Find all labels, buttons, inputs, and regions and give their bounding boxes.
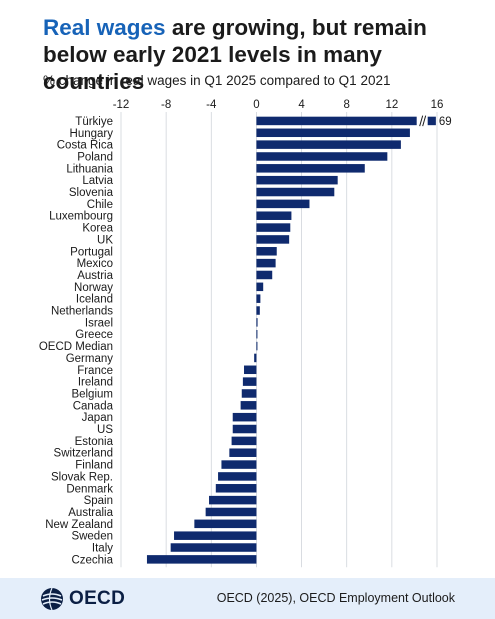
bar xyxy=(221,460,257,469)
category-label: Iceland xyxy=(76,294,113,306)
category-label: Italy xyxy=(92,543,113,555)
oecd-globe-icon xyxy=(41,587,63,611)
bar xyxy=(256,116,417,126)
x-tick-label: -4 xyxy=(206,99,217,111)
bar xyxy=(232,412,257,422)
category-label: France xyxy=(77,365,113,377)
category-label: Slovenia xyxy=(69,187,114,199)
bar xyxy=(241,389,257,398)
category-label: Japan xyxy=(82,412,113,424)
data-label: 69 xyxy=(439,116,452,128)
x-tick-label: 4 xyxy=(298,99,305,111)
category-label: Switzerland xyxy=(54,448,113,460)
bar xyxy=(209,495,257,505)
category-label: Israel xyxy=(85,317,113,329)
bar xyxy=(205,507,257,517)
bar xyxy=(256,128,410,138)
bar xyxy=(218,472,257,481)
x-tick-label: -8 xyxy=(161,99,171,111)
bar xyxy=(256,199,310,209)
category-label: OECD Median xyxy=(39,341,113,353)
category-label: Greece xyxy=(75,329,113,341)
category-label: Germany xyxy=(66,353,114,365)
bar xyxy=(244,365,257,375)
category-label: Spain xyxy=(84,495,113,507)
bar xyxy=(256,270,273,280)
axis-break-mark xyxy=(422,115,427,127)
bar xyxy=(427,116,436,126)
bar xyxy=(256,294,261,303)
category-label: Mexico xyxy=(77,258,113,270)
x-tick-label: 12 xyxy=(385,99,398,111)
bar xyxy=(232,424,257,434)
chart-title: Real wages are growing, but remain below… xyxy=(43,14,483,95)
category-label: Ireland xyxy=(78,377,113,389)
bar xyxy=(256,329,258,339)
category-label: Chile xyxy=(87,199,113,211)
category-label: Lithuania xyxy=(66,163,113,175)
bar xyxy=(256,164,365,173)
category-label: Netherlands xyxy=(51,306,113,318)
category-label: Czechia xyxy=(71,554,113,566)
category-label: Finland xyxy=(75,460,113,472)
bar xyxy=(242,377,257,386)
category-label: Türkiye xyxy=(75,116,113,128)
axis-break-mark xyxy=(419,115,424,127)
category-label: Korea xyxy=(82,223,113,235)
category-label: Portugal xyxy=(70,246,113,258)
logo-text: OECD xyxy=(69,588,126,609)
category-label: Denmark xyxy=(66,483,113,495)
bar xyxy=(256,235,290,244)
x-tick-label: 0 xyxy=(253,99,259,111)
category-label: UK xyxy=(97,234,113,246)
category-label: US xyxy=(97,424,113,436)
x-tick-label: -12 xyxy=(113,99,130,111)
bar xyxy=(256,282,264,292)
bar xyxy=(256,258,276,268)
bar xyxy=(256,341,258,351)
source-text: OECD (2025), OECD Employment Outlook xyxy=(216,591,455,605)
category-label: Hungary xyxy=(70,128,114,140)
footer: OECD OECD (2025), OECD Employment Outloo… xyxy=(0,578,495,619)
bar xyxy=(256,175,338,185)
category-label: Estonia xyxy=(75,436,114,448)
bar xyxy=(256,140,401,149)
x-tick-label: 8 xyxy=(344,99,350,111)
bar xyxy=(240,401,257,410)
bar xyxy=(256,187,335,197)
title-rest: are growing, but remain below early 2021… xyxy=(43,15,427,94)
bar xyxy=(231,436,257,446)
bar xyxy=(146,555,257,564)
bar xyxy=(256,306,260,315)
bar xyxy=(256,211,292,220)
bar xyxy=(229,448,257,457)
category-label: Sweden xyxy=(71,531,113,543)
bar xyxy=(174,531,257,540)
category-label: Poland xyxy=(77,151,113,163)
category-label: Belgium xyxy=(71,388,113,400)
bar xyxy=(256,152,388,161)
category-label: Australia xyxy=(68,507,113,519)
category-label: Norway xyxy=(74,282,113,294)
bar xyxy=(215,484,257,493)
bar xyxy=(256,318,258,327)
bar xyxy=(194,519,257,529)
bar xyxy=(170,543,257,552)
category-label: New Zealand xyxy=(45,519,113,531)
chart-subtitle: % change in real wages in Q1 2025 compar… xyxy=(43,73,391,88)
category-label: Slovak Rep. xyxy=(51,471,113,483)
x-tick-label: 16 xyxy=(431,99,444,111)
category-label: Latvia xyxy=(82,175,113,187)
category-label: Canada xyxy=(73,400,114,412)
bar xyxy=(256,223,291,232)
oecd-logo: OECD xyxy=(40,586,125,612)
title-accent: Real wages xyxy=(43,15,166,40)
bar xyxy=(254,353,257,363)
category-label: Luxembourg xyxy=(49,211,113,223)
bar xyxy=(256,247,277,256)
category-label: Costa Rica xyxy=(57,140,114,152)
category-label: Austria xyxy=(77,270,113,282)
